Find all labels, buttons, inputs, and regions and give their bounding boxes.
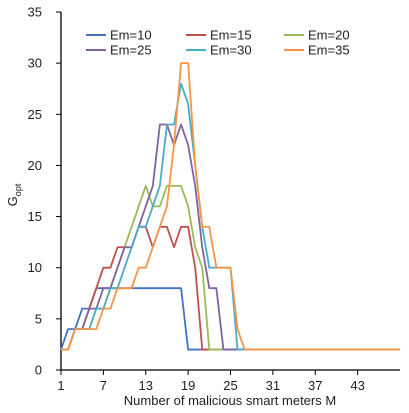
y-axis-title-main: G — [5, 196, 20, 206]
x-tick-label: 13 — [139, 378, 153, 393]
y-tick-label: 30 — [28, 56, 42, 71]
axes: 0 5 10 15 20 25 30 35 1 7 13 19 25 31 37 43 — [28, 5, 400, 393]
x-tick-label: 1 — [57, 378, 64, 393]
series-line-5 — [61, 82, 400, 351]
series-lines — [60, 62, 400, 351]
legend-label: Em=20 — [308, 28, 350, 43]
y-tick-label: 0 — [35, 363, 42, 378]
x-tick-label: 37 — [308, 378, 322, 393]
x-tick-label: 7 — [100, 378, 107, 393]
y-axis-title: Gopt — [5, 183, 23, 206]
y-tick-label: 25 — [28, 107, 42, 122]
legend-label: Em=25 — [110, 43, 152, 58]
x-tick-label: 25 — [223, 378, 237, 393]
y-tick-label: 20 — [28, 158, 42, 173]
legend-label: Em=30 — [210, 43, 252, 58]
y-tick-label: 10 — [28, 260, 42, 275]
x-tick-label: 19 — [181, 378, 195, 393]
legend: Em=10 Em=15 Em=20 Em=25 Em=30 Em=35 — [86, 28, 350, 58]
x-tick-label: 31 — [266, 378, 280, 393]
series-line-6 — [61, 62, 400, 351]
x-axis-title: Number of malicious smart meters M — [124, 393, 336, 408]
y-tick-label: 15 — [28, 209, 42, 224]
x-tick-label: 43 — [350, 378, 364, 393]
legend-label: Em=15 — [210, 28, 252, 43]
y-tick-label: 5 — [35, 311, 42, 326]
series-line-1 — [60, 287, 400, 351]
legend-label: Em=35 — [308, 43, 350, 58]
series-line-4 — [61, 123, 400, 351]
y-axis-title-sub: opt — [13, 183, 23, 196]
legend-label: Em=10 — [110, 28, 152, 43]
y-tick-label: 35 — [28, 5, 42, 20]
